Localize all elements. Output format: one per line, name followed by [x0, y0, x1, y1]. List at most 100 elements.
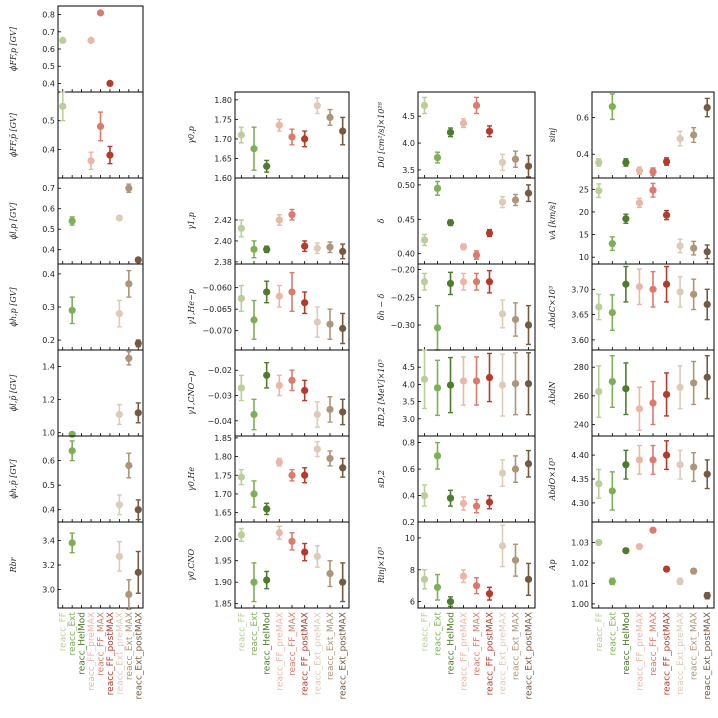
data-point-reacc_FF_postMAX: [106, 151, 114, 159]
x-tick-label-reacc_Ext_postMAX: reacc_Ext_postMAX: [703, 612, 713, 700]
data-point-reacc_Ext_MAX: [326, 405, 334, 414]
x-tick-label-reacc_HelMod: reacc_HelMod: [263, 612, 273, 675]
panel-20: 10 15 20 25 vA [km/s]: [548, 177, 715, 265]
data-point-reacc_FF_postMAX: [662, 451, 671, 459]
x-tick-label-reacc_Ext_MAX: reacc_Ext_MAX: [125, 612, 135, 680]
y-tick-label: 3.0: [42, 586, 55, 595]
data-point-reacc_Ext_preMAX: [313, 244, 321, 252]
x-tick-label-reacc_FF_postMAX: reacc_FF_postMAX: [486, 612, 496, 695]
data-point-reacc_Ext: [608, 377, 616, 386]
data-point-reacc_FF_MAX: [472, 502, 481, 510]
data-point-reacc_Ext: [433, 153, 442, 162]
data-point-reacc_Ext: [608, 240, 616, 248]
data-point-reacc_Ext_MAX: [326, 113, 334, 122]
column-3: 3.5 4.0 4.5 D0 [cm²/s]×10²⁸ 0.40 0.45 0.50 δ −0.…: [377, 91, 536, 700]
panel-6: 3.0 3.2 3.4 Rbr: [9, 521, 144, 610]
data-point-reacc_Ext: [68, 217, 76, 225]
x-tick-label-reacc_Ext_preMAX: reacc_Ext_preMAX: [115, 612, 125, 695]
data-point-reacc_FF: [237, 224, 245, 232]
y-axis-label: ϕh,p [GV]: [9, 287, 18, 327]
data-point-reacc_FF_postMAX: [301, 135, 309, 143]
y-axis-label: γ1,He−p: [187, 289, 196, 325]
data-point-reacc_Ext_postMAX: [703, 248, 711, 256]
y-tick-label: 1.02: [571, 559, 589, 568]
y-tick-label: −0.20: [390, 266, 415, 275]
panel-16: 3.0 3.5 4.0 4.5 RD,2 [MeV]×10⁵: [377, 349, 536, 437]
data-point-reacc_Ext_postMAX: [703, 373, 711, 381]
data-point-reacc_Ext_preMAX: [676, 383, 684, 391]
data-point-reacc_FF_postMAX: [301, 299, 309, 307]
data-point-reacc_Ext: [250, 316, 258, 324]
y-tick-label: −0.30: [390, 321, 415, 330]
data-point-reacc_Ext_postMAX: [703, 592, 711, 600]
data-point-reacc_FF_postMAX: [662, 390, 671, 399]
data-point-reacc_Ext_MAX: [511, 155, 520, 163]
data-point-reacc_FF_MAX: [472, 377, 481, 385]
y-tick-label: 260: [574, 392, 589, 401]
data-point-reacc_Ext_preMAX: [115, 310, 123, 318]
data-point-reacc_FF: [237, 531, 245, 539]
x-tick-label-reacc_Ext_MAX: reacc_Ext_MAX: [512, 612, 522, 680]
data-point-reacc_Ext_MAX: [690, 567, 698, 575]
panel-4: 1.0 1.2 1.4 ϕl,p̄ [GV]: [9, 349, 144, 438]
data-point-reacc_Ext: [608, 577, 616, 585]
data-point-reacc_Ext_MAX: [511, 196, 520, 204]
data-point-reacc_Ext_MAX: [125, 184, 133, 192]
data-point-reacc_HelMod: [622, 215, 630, 223]
y-tick-label: −0.25: [390, 293, 415, 302]
panel-23: 4.30 4.35 4.40 AbdO×10³: [548, 435, 715, 523]
y-tick-label: 0.8: [42, 11, 55, 20]
panel-frame: [591, 521, 715, 609]
data-point-reacc_FF_MAX: [96, 9, 105, 17]
data-point-reacc_FF_postMAX: [106, 79, 114, 87]
y-tick-label: 2.38: [214, 258, 232, 267]
data-point-reacc_FF_MAX: [288, 133, 296, 141]
y-tick-label: 0.4: [42, 506, 55, 515]
x-tick-label-reacc_FF_postMAX: reacc_FF_postMAX: [301, 612, 311, 695]
panel-10: −0.04 −0.03 −0.02 γ1,CNO−p: [187, 349, 350, 437]
data-point-reacc_FF_preMAX: [459, 243, 468, 251]
x-tick-label-reacc_HelMod: reacc_HelMod: [447, 612, 457, 675]
data-point-reacc_Ext: [250, 145, 258, 153]
data-point-reacc_Ext_preMAX: [676, 461, 684, 469]
data-point-reacc_FF_postMAX: [301, 548, 309, 556]
y-axis-label: γ0,He: [187, 467, 196, 491]
data-point-reacc_Ext_MAX: [511, 380, 520, 388]
data-point-reacc_FF: [595, 303, 603, 311]
y-tick-label: 1.80: [214, 96, 232, 105]
data-point-reacc_FF: [237, 131, 245, 139]
data-point-reacc_FF_MAX: [472, 582, 481, 590]
y-tick-label: 1.85: [214, 434, 232, 443]
y-tick-label: 3.4: [42, 536, 55, 545]
y-tick-label: 1.0: [42, 429, 55, 438]
x-tick-label-reacc_HelMod: reacc_HelMod: [622, 612, 632, 675]
x-tick-label-reacc_Ext: reacc_Ext: [250, 612, 260, 656]
data-point-reacc_Ext_postMAX: [703, 470, 711, 478]
data-point-reacc_Ext: [608, 103, 616, 111]
y-tick-label: 3.65: [571, 311, 589, 320]
data-point-reacc_FF: [420, 375, 429, 383]
data-point-reacc_Ext_MAX: [125, 280, 133, 288]
y-tick-label: 2.40: [214, 237, 232, 246]
data-point-reacc_Ext_MAX: [125, 590, 133, 599]
data-point-reacc_Ext: [68, 306, 76, 314]
x-tick-label-reacc_Ext: reacc_Ext: [434, 612, 444, 656]
data-point-reacc_FF: [237, 384, 245, 392]
data-point-reacc_FF: [420, 491, 429, 500]
y-axis-label: Rinj×10³: [377, 547, 386, 584]
y-tick-label: 1.75: [214, 115, 232, 124]
data-point-reacc_HelMod: [622, 280, 630, 288]
y-tick-label: 4.35: [571, 475, 589, 484]
data-point-reacc_FF_MAX: [96, 122, 105, 130]
data-point-reacc_FF: [595, 387, 603, 396]
panel-24: 1.00 1.01 1.02 1.03 Ap: [548, 521, 715, 609]
data-point-reacc_FF_postMAX: [301, 471, 309, 479]
data-point-reacc_HelMod: [446, 279, 455, 288]
x-tick-label-reacc_Ext_postMAX: reacc_Ext_postMAX: [339, 612, 349, 700]
y-axis-label: ϕl,p̄ [GV]: [9, 374, 18, 412]
panel-11: 1.65 1.70 1.75 1.80 1.85 γ0,He: [187, 434, 350, 523]
y-axis-label: ϕl,p [GV]: [9, 202, 18, 240]
y-tick-label: 6: [410, 598, 415, 607]
y-tick-label: 0.4: [42, 270, 55, 279]
